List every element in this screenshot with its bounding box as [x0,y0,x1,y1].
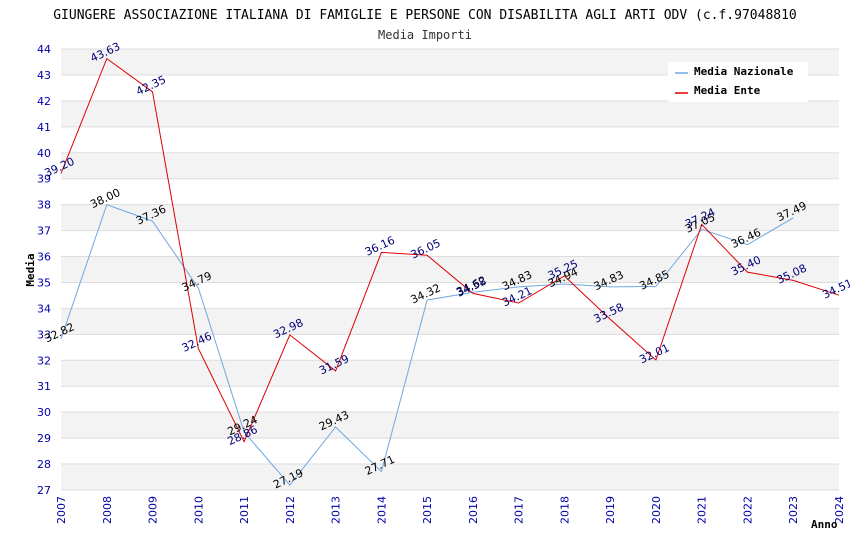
y-tick-label: 41 [37,121,51,134]
y-tick-label: 34 [37,302,51,315]
y-tick-label: 32 [37,354,51,367]
x-tick-label: 2019 [604,496,617,524]
y-tick-label: 35 [37,276,51,289]
x-tick-label: 2009 [147,496,160,524]
x-tick-label: 2010 [192,496,205,524]
y-tick-label: 37 [37,225,51,238]
y-tick-label: 44 [37,43,51,56]
grid-band [61,204,839,231]
x-axis-label: Anno [811,518,838,531]
y-tick-label: 29 [37,432,51,445]
legend-label-nazionale: Media Nazionale [694,65,794,78]
x-tick-label: 2016 [467,496,480,524]
x-tick-label: 2020 [650,496,663,524]
x-tick-label: 2021 [696,496,709,524]
grid-band [61,152,839,179]
chart-subtitle: Media Importi [378,28,472,42]
series-lines [60,57,840,486]
y-axis-ticks: 27 28 29 30 31 32 33 34 35 36 37 38 39 40 41 42 43 44 [37,43,51,497]
grid-band [61,464,839,490]
y-tick-label: 27 [37,484,51,497]
y-tick-label: 36 [37,251,51,264]
data-label-nazionale: 34.32 [409,281,443,306]
grid-band [61,308,839,335]
grid-band [61,360,839,387]
data-label-nazionale: 32.82 [43,320,77,345]
x-axis-ticks: 2007 2008 2009 2010 2011 2012 2013 2014 2015 2016… [55,496,846,524]
y-tick-label: 30 [37,406,51,419]
x-tick-label: 2024 [833,496,846,524]
grid-band [61,412,839,439]
y-tick-label: 33 [37,328,51,341]
y-tick-label: 31 [37,380,51,393]
grid-bands [61,49,839,490]
legend-label-ente: Media Ente [694,84,761,97]
grid-band [61,256,839,283]
x-tick-label: 2017 [513,496,526,524]
x-tick-label: 2018 [558,496,571,524]
y-tick-label: 40 [37,147,51,160]
grid-band [61,100,839,127]
chart-title: GIUNGERE ASSOCIAZIONE ITALIANA DI FAMIGL… [53,8,797,23]
x-tick-label: 2022 [741,496,754,524]
x-tick-label: 2008 [101,496,114,524]
x-tick-label: 2011 [238,496,251,524]
y-tick-label: 39 [37,173,51,186]
legend: Media Nazionale Media Ente [668,62,808,102]
y-tick-label: 38 [37,199,51,212]
series-line-ente [60,57,840,443]
legend-box [668,62,808,102]
x-tick-label: 2013 [330,496,343,524]
x-tick-label: 2012 [284,496,297,524]
y-tick-label: 28 [37,458,51,471]
x-tick-label: 2023 [787,496,800,524]
y-tick-label: 43 [37,69,51,82]
x-tick-label: 2007 [55,496,68,524]
y-tick-label: 42 [37,95,51,108]
x-tick-label: 2015 [421,496,434,524]
data-label-ente: 42.35 [134,73,168,98]
x-tick-label: 2014 [375,496,388,524]
y-axis-label: Media [24,253,37,286]
